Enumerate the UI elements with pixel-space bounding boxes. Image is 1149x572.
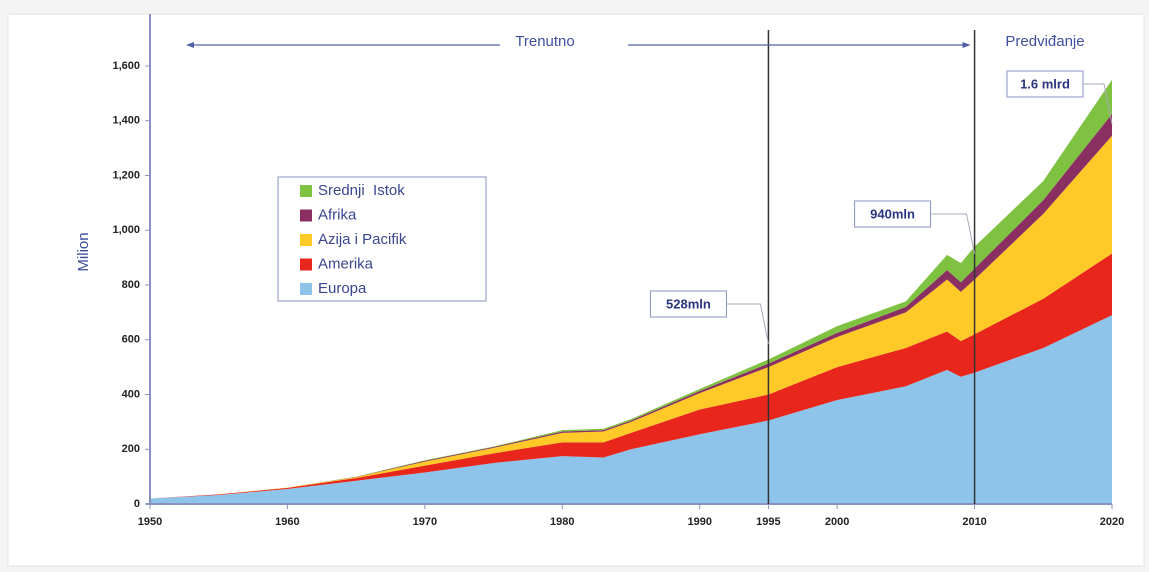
callout-label: 940mln <box>870 206 915 221</box>
y-axis-label: Milion <box>75 232 92 271</box>
y-tick-label: 600 <box>122 334 140 346</box>
legend-label: Afrika <box>318 206 357 223</box>
legend-swatch <box>300 209 312 222</box>
x-tick-label: 1980 <box>550 516 574 528</box>
callout-line <box>930 213 976 255</box>
callout-line <box>1083 83 1113 125</box>
area <box>150 79 1112 499</box>
y-tick-label: 1,000 <box>112 224 140 236</box>
callout-box <box>854 200 932 228</box>
legend-label: Srednji Istok <box>318 182 405 199</box>
callout-box <box>649 290 727 318</box>
y-tick-label: 400 <box>122 388 140 400</box>
y-tick-label: 0 <box>134 498 140 510</box>
y-tick-label: 1,600 <box>112 60 140 72</box>
arrow-head <box>962 42 971 48</box>
y-tick-label: 1,200 <box>112 169 140 181</box>
y-tick-label: 800 <box>122 279 140 291</box>
area <box>150 315 1112 504</box>
area <box>150 113 1112 499</box>
callout-label: 1.6 mlrd <box>1020 76 1070 91</box>
x-tick-label: 1970 <box>413 516 437 528</box>
period-label: Trenutno <box>515 33 574 50</box>
legend-swatch <box>300 185 312 197</box>
x-tick-label: 1950 <box>138 516 162 528</box>
x-tick-label: 1990 <box>687 516 711 528</box>
period-label: Predviđanje <box>1005 33 1084 50</box>
legend-box <box>277 176 487 302</box>
x-tick-label: 1995 <box>756 516 780 528</box>
y-tick-label: 1,400 <box>112 115 140 127</box>
x-tick-label: 2010 <box>962 516 986 528</box>
x-tick-label: 1960 <box>275 516 299 528</box>
area <box>150 253 1112 499</box>
legend-label: Azija i Pacifik <box>318 231 407 248</box>
legend-label: Europa <box>318 280 367 297</box>
callout-box <box>1006 70 1084 98</box>
legend: Srednji Istok Afrika Azija i Pacifik Amerik… <box>277 176 487 302</box>
callout-line <box>726 303 769 345</box>
legend-swatch <box>300 283 312 295</box>
legend-swatch <box>300 258 312 271</box>
x-tick-label: 2000 <box>825 516 849 528</box>
arrow-head <box>186 42 194 48</box>
area <box>150 135 1112 499</box>
y-tick-label: 200 <box>122 443 140 455</box>
callout-label: 528mln <box>666 296 711 311</box>
legend-label: Amerika <box>318 255 374 272</box>
x-tick-label: 2020 <box>1100 516 1124 528</box>
legend-swatch <box>300 234 312 246</box>
